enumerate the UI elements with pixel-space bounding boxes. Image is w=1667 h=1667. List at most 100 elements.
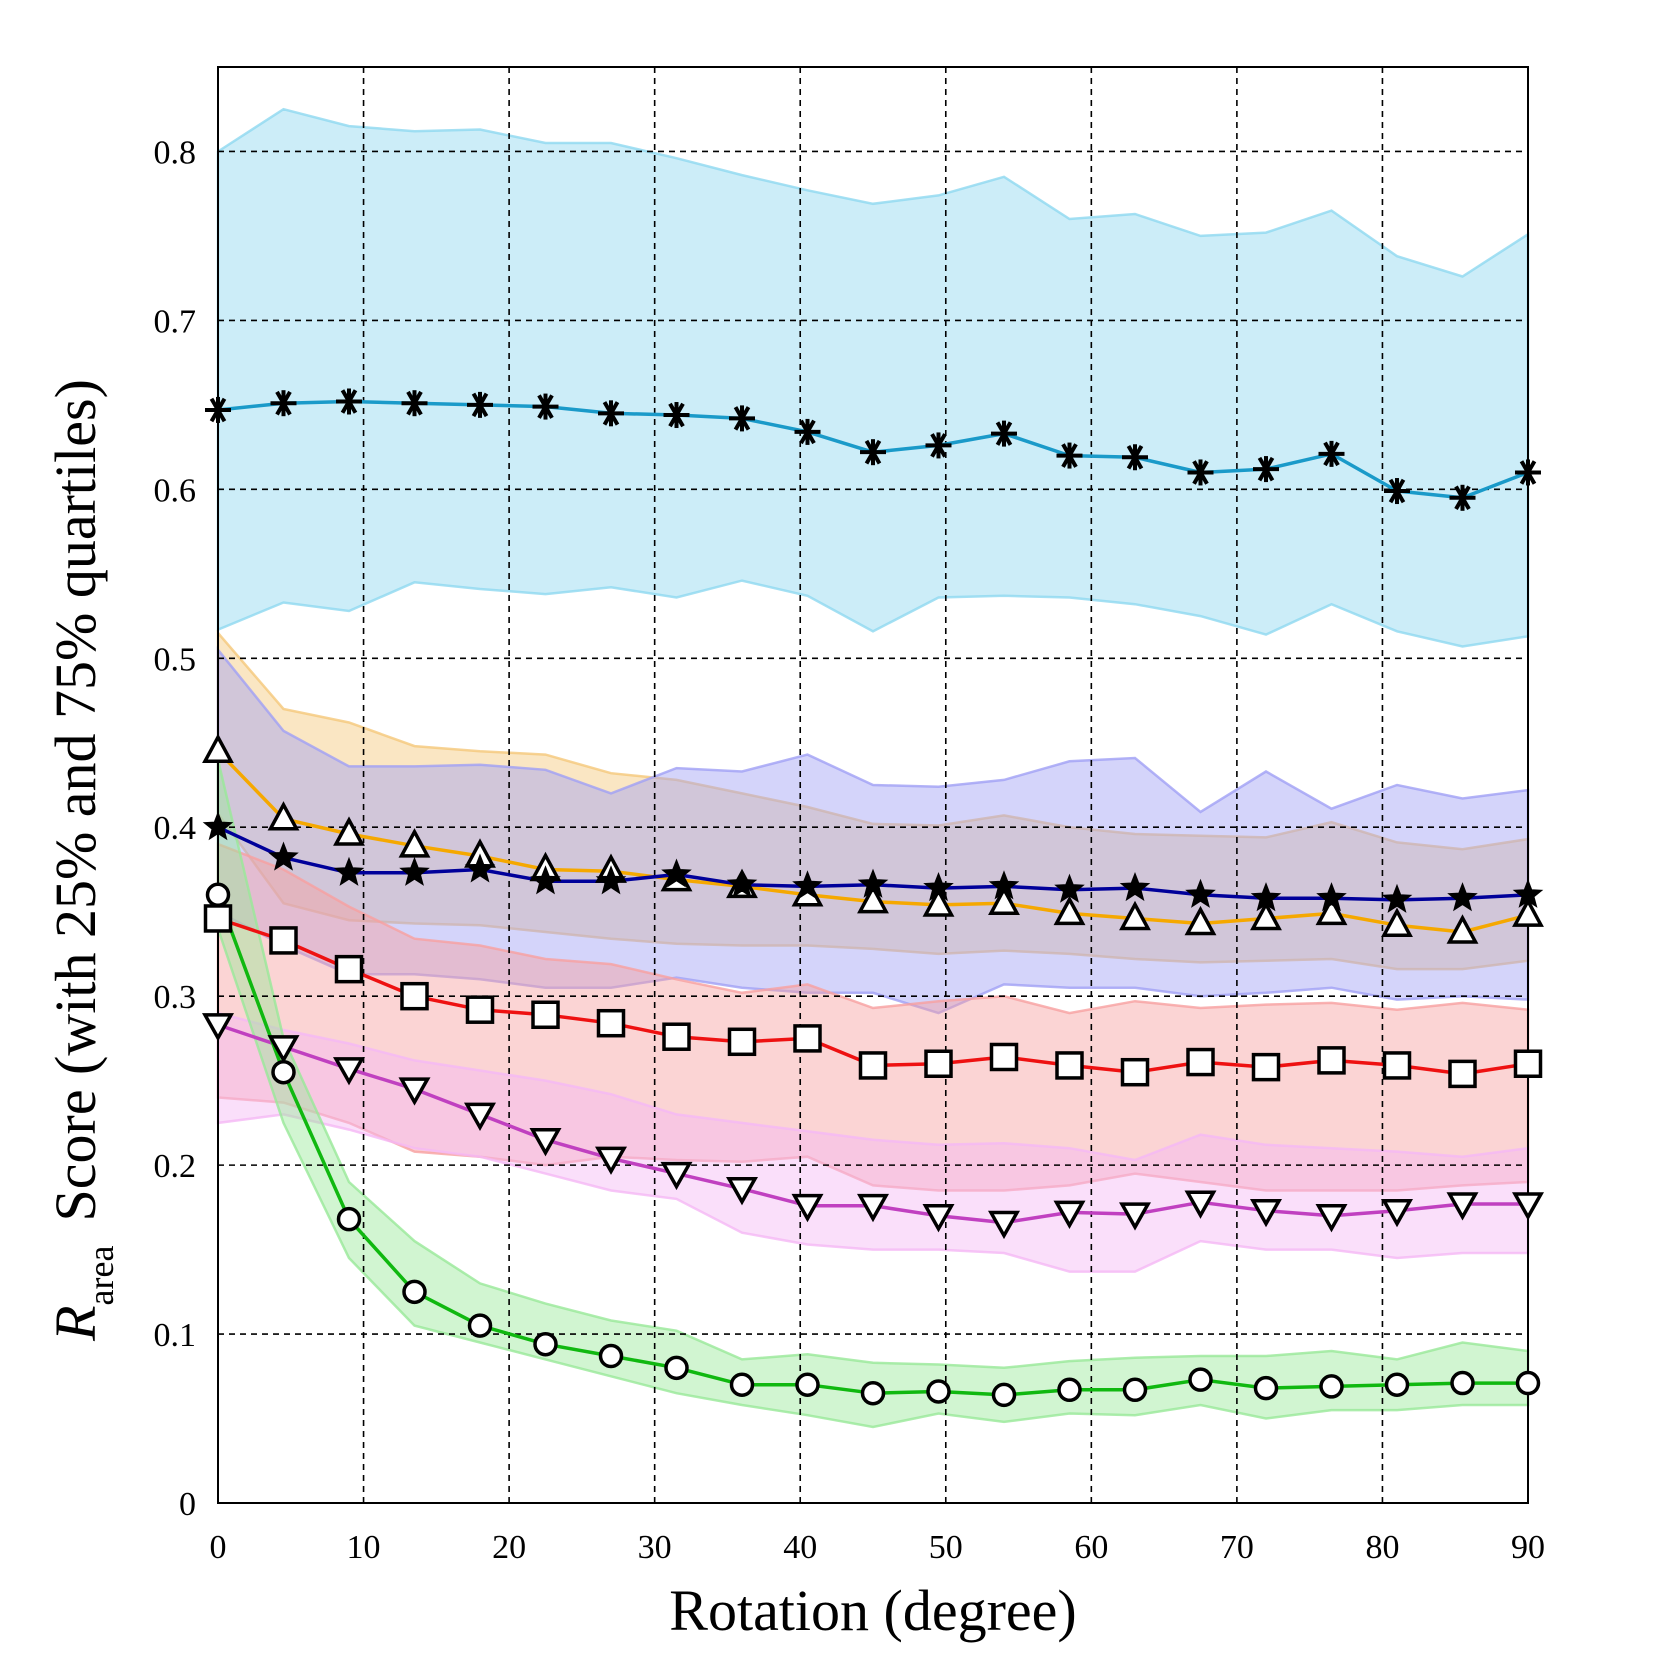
y-axis-subscript: area <box>81 1246 121 1306</box>
data-point-circle <box>205 882 231 908</box>
data-point-asterisk <box>401 390 428 417</box>
data-point-asterisk <box>729 405 755 432</box>
data-point-star <box>1512 878 1544 908</box>
data-point-triangle-down <box>595 1146 627 1175</box>
data-point-square <box>662 1022 691 1051</box>
data-point-asterisk <box>925 432 952 459</box>
data-point-square <box>465 995 495 1024</box>
data-point-star <box>1185 878 1216 908</box>
plot-frame <box>217 66 1529 1504</box>
data-point-asterisk <box>598 400 624 427</box>
y-tick-label: 0 <box>179 1486 196 1523</box>
data-point-star <box>530 865 561 895</box>
y-tick-label: 0.3 <box>154 979 197 1016</box>
x-tick-label: 30 <box>638 1529 672 1566</box>
data-point-star <box>268 841 299 871</box>
data-point-square <box>1513 1049 1543 1079</box>
data-point-triangle-up <box>1250 900 1282 931</box>
data-point-square <box>203 904 233 933</box>
data-point-triangle-up <box>398 828 431 858</box>
data-point-circle <box>467 1313 493 1338</box>
data-point-star <box>333 856 365 886</box>
data-point-asterisk <box>270 390 297 417</box>
x-tick-label: 60 <box>1074 1529 1108 1566</box>
data-point-star <box>857 868 889 898</box>
data-point-triangle-down <box>1446 1192 1479 1221</box>
data-point-square <box>1186 1047 1215 1077</box>
data-point-square <box>1317 1046 1346 1075</box>
data-point-circle <box>1188 1367 1213 1392</box>
data-point-triangle-up <box>922 887 955 917</box>
data-point-asterisk <box>1122 444 1148 471</box>
data-point-circle <box>1515 1370 1541 1396</box>
data-point-asterisk <box>1515 459 1541 486</box>
data-point-asterisk <box>532 393 559 420</box>
y-axis-text: Score (with 25% and 75% quartiles) <box>43 379 108 1221</box>
data-point-triangle-up <box>857 883 889 914</box>
data-point-square <box>1251 1052 1281 1082</box>
data-point-triangle-down <box>1315 1204 1348 1233</box>
data-point-star <box>399 856 430 886</box>
data-point-asterisk <box>1449 484 1476 511</box>
data-point-circle <box>926 1379 951 1404</box>
data-point-square <box>531 1000 560 1030</box>
y-tick-label: 0.6 <box>154 472 197 509</box>
data-point-circle <box>271 1059 296 1085</box>
data-point-star <box>726 868 758 898</box>
data-point-square <box>1120 1057 1150 1087</box>
data-point-asterisk <box>1056 442 1083 469</box>
data-point-triangle-up <box>333 816 365 846</box>
data-point-star <box>595 865 627 895</box>
data-point-square <box>334 954 364 984</box>
data-point-circle <box>402 1279 427 1305</box>
x-axis-title: Rotation (degree) <box>669 1578 1076 1643</box>
data-point-circle <box>795 1372 820 1397</box>
data-point-square <box>269 926 298 955</box>
data-point-triangle-up <box>1053 895 1086 926</box>
data-point-circle <box>991 1382 1017 1408</box>
data-point-triangle-up <box>1512 897 1544 927</box>
data-point-circle <box>336 1206 362 1232</box>
data-point-square <box>1382 1051 1412 1080</box>
data-point-triangle-down <box>1119 1202 1151 1231</box>
data-point-triangle-up <box>1315 895 1348 926</box>
y-tick-label: 0.7 <box>154 303 197 340</box>
data-point-triangle-up <box>202 733 234 763</box>
y-tick-label: 0.1 <box>154 1317 197 1354</box>
data-point-circle <box>1384 1372 1410 1397</box>
x-tick-label: 90 <box>1511 1529 1545 1566</box>
data-point-asterisk <box>1187 459 1214 486</box>
data-point-asterisk <box>1318 440 1345 467</box>
data-point-triangle-down <box>398 1077 431 1106</box>
data-point-triangle-up <box>1446 914 1479 944</box>
data-point-star <box>1316 882 1347 912</box>
data-point-triangle-up <box>267 801 300 831</box>
data-point-circle <box>1253 1375 1279 1401</box>
data-point-triangle-down <box>333 1057 365 1086</box>
data-point-star <box>923 871 954 902</box>
data-point-circle <box>664 1355 689 1381</box>
svg-text:RareaScore (with 25% and 75% q: Rarea Score (with 25% and 75% quartiles) <box>43 379 121 1342</box>
data-point-circle <box>1319 1374 1344 1399</box>
data-point-triangle-down <box>922 1204 955 1233</box>
data-point-square <box>793 1024 822 1053</box>
data-point-star <box>1447 882 1478 912</box>
data-point-triangle-down <box>267 1035 300 1064</box>
data-point-star <box>1054 873 1085 903</box>
data-point-square <box>727 1027 757 1057</box>
data-point-square <box>400 981 429 1011</box>
data-point-triangle-down <box>1512 1192 1544 1221</box>
data-point-square <box>1448 1059 1477 1089</box>
data-point-triangle-down <box>1381 1198 1413 1228</box>
data-point-asterisk <box>336 388 362 415</box>
data-point-asterisk <box>205 396 231 423</box>
grid-lines <box>218 66 1528 1503</box>
data-point-asterisk <box>1384 478 1410 505</box>
data-point-circle <box>729 1372 755 1397</box>
y-tick-labels: 0 0.1 0.2 0.3 0.4 0.5 0.6 0.7 0.8 <box>154 134 197 1523</box>
data-point-triangle-down <box>529 1128 562 1157</box>
data-point-square <box>596 1008 626 1038</box>
data-point-triangle-down <box>1053 1200 1086 1229</box>
data-point-square <box>858 1051 888 1080</box>
